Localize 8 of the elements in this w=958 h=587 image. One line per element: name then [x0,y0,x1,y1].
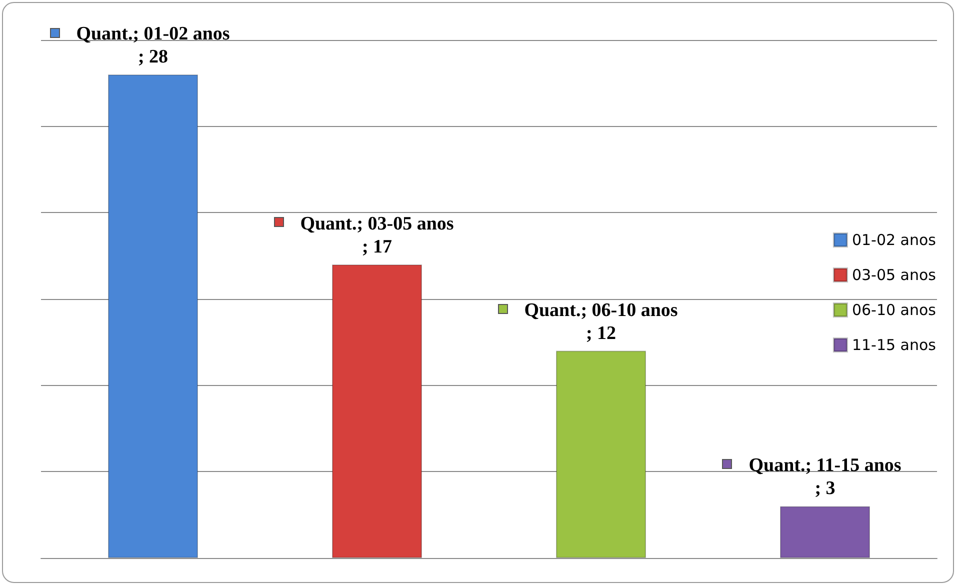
legend-label: 03-05 anos [852,266,936,284]
legend-label: 11-15 anos [852,336,936,354]
data-label: Quant.; 06-10 anos; 12 [524,300,678,344]
data-label: Quant.; 03-05 anos; 17 [300,213,454,258]
legend-label: 01-02 anos [852,231,936,249]
data-label: Quant.; 01-02 anos; 28 [76,24,230,68]
data-label: Quant.; 11-15 anos; 3 [748,455,902,500]
legend-label: 06-10 anos [852,301,936,319]
